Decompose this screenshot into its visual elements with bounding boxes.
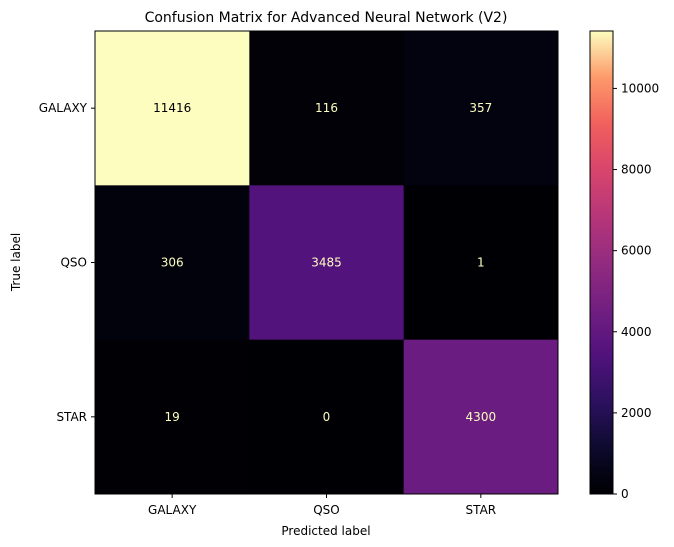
cell-value-label: 4300 <box>466 410 497 424</box>
heatmap-cell <box>249 31 405 186</box>
colorbar <box>589 30 614 495</box>
x-tick-label: GALAXY <box>148 503 197 517</box>
x-tick-label: STAR <box>466 503 497 517</box>
heatmap-cell <box>95 185 250 341</box>
cell-value-label: 357 <box>469 101 492 115</box>
colorbar-ticks: 0 2000 4000 6000 8000 10000 <box>613 81 659 501</box>
heatmap-cell <box>403 185 559 341</box>
colorbar-tick-label: 2000 <box>621 406 652 420</box>
heatmap-cell <box>403 31 559 186</box>
cell-value-label: 3485 <box>311 256 342 270</box>
x-axis-ticks: GALAXY QSO STAR <box>148 494 496 517</box>
chart-title: Confusion Matrix for Advanced Neural Net… <box>145 10 508 26</box>
heatmap-cells: 11416 116 357 306 3485 1 19 0 4300 <box>95 31 559 495</box>
colorbar-tick-label: 4000 <box>621 325 652 339</box>
colorbar-tick-label: 8000 <box>621 163 652 177</box>
colorbar-tick-label: 0 <box>621 487 629 501</box>
heatmap-cell <box>249 339 405 495</box>
y-tick-label: STAR <box>56 410 87 424</box>
y-tick-label: QSO <box>60 256 87 270</box>
heatmap-cell <box>95 31 250 186</box>
heatmap-cell <box>403 339 559 495</box>
cell-value-label: 116 <box>315 101 338 115</box>
heatmap-cell <box>249 185 405 341</box>
x-tick-label: QSO <box>313 503 340 517</box>
colorbar-tick-label: 6000 <box>621 244 652 258</box>
x-axis-label: Predicted label <box>281 524 370 538</box>
y-axis-ticks: GALAXY QSO STAR <box>39 101 95 424</box>
cell-value-label: 306 <box>161 256 184 270</box>
colorbar-tick-label: 10000 <box>621 81 659 95</box>
cell-value-label: 1 <box>477 256 485 270</box>
cell-value-label: 11416 <box>153 101 191 115</box>
heatmap-cell <box>95 339 250 495</box>
cell-value-label: 19 <box>165 410 180 424</box>
y-axis-label: True label <box>9 233 23 292</box>
y-tick-label: GALAXY <box>39 101 88 115</box>
cell-value-label: 0 <box>323 410 331 424</box>
